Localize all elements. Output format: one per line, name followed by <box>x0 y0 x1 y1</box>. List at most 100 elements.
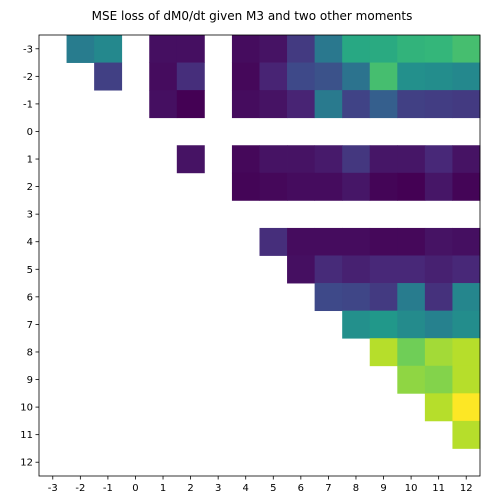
heatmap-cell <box>287 35 316 63</box>
heatmap-cell <box>369 62 398 91</box>
x-tick-label: 2 <box>187 483 193 494</box>
heatmap-cell <box>397 172 426 201</box>
heatmap-cell <box>287 172 316 201</box>
x-axis-ticks: -3 -2 -1 0 1 2 3 4 5 6 7 8 9 10 11 12 <box>48 476 473 494</box>
heatmap-cell <box>369 90 398 119</box>
heatmap-cell <box>397 145 426 174</box>
y-tick-label: -2 <box>23 72 33 83</box>
heatmap-cell <box>287 255 316 284</box>
heatmap-cell <box>424 145 453 174</box>
heatmap-cell <box>452 62 481 91</box>
heatmap-cell <box>287 90 316 119</box>
heatmap-cell <box>424 338 453 367</box>
heatmap-cell <box>287 62 316 91</box>
heatmap-cell <box>94 62 123 91</box>
heatmap-cell <box>397 62 426 91</box>
heatmap-cell <box>424 393 453 422</box>
y-tick-label: 3 <box>27 210 33 221</box>
heatmap-cell <box>342 90 371 119</box>
heatmap-cell <box>259 172 288 201</box>
heatmap-cell <box>452 145 481 174</box>
heatmap-cell <box>176 62 205 91</box>
y-tick-label: 1 <box>27 155 33 166</box>
x-tick-label: 5 <box>270 483 276 494</box>
heatmap-cell <box>424 365 453 394</box>
heatmap-cell <box>314 90 343 119</box>
heatmap-cell <box>314 255 343 284</box>
y-tick-label: 12 <box>20 458 33 469</box>
heatmap-cell <box>149 35 178 63</box>
heatmap-cell <box>452 90 481 119</box>
heatmap-cell <box>424 172 453 201</box>
heatmap-cell <box>342 145 371 174</box>
y-tick-label: -3 <box>23 44 33 55</box>
heatmap-cell <box>424 90 453 119</box>
heatmap-cell <box>231 90 260 119</box>
heatmap-cell <box>397 35 426 63</box>
heatmap-cell <box>231 172 260 201</box>
heatmap-cell <box>314 172 343 201</box>
y-tick-label: 2 <box>27 182 33 193</box>
heatmap-cell <box>342 172 371 201</box>
heatmap-cell <box>342 310 371 339</box>
heatmap-cell <box>149 62 178 91</box>
heatmap-cell <box>452 365 481 394</box>
heatmap-cell <box>314 283 343 312</box>
heatmap-cell <box>342 255 371 284</box>
heatmap-cell <box>369 283 398 312</box>
x-tick-label: -2 <box>75 483 85 494</box>
heatmap-cell <box>231 62 260 91</box>
heatmap-cell <box>314 62 343 91</box>
heatmap-cell <box>287 145 316 174</box>
heatmap-cell <box>176 90 205 119</box>
heatmap-cell <box>231 35 260 63</box>
x-tick-label: 9 <box>380 483 386 494</box>
y-tick-label: 11 <box>20 430 33 441</box>
y-tick-label: 8 <box>27 347 33 358</box>
x-tick-label: 3 <box>215 483 221 494</box>
heatmap-cell <box>259 35 288 63</box>
x-tick-label: 8 <box>353 483 359 494</box>
x-tick-label: 10 <box>405 483 418 494</box>
heatmap-cell <box>397 283 426 312</box>
heatmap-cell <box>424 62 453 91</box>
heatmap-cell <box>452 420 481 449</box>
heatmap-cell <box>424 255 453 284</box>
heatmap-cell <box>259 62 288 91</box>
heatmap-cell <box>176 35 205 63</box>
heatmap-cell <box>397 310 426 339</box>
heatmap-cell <box>342 35 371 63</box>
heatmap-cell <box>314 35 343 63</box>
heatmap-cell <box>452 35 481 63</box>
heatmap-cell <box>369 310 398 339</box>
heatmap-cell <box>424 310 453 339</box>
heatmap-cell <box>314 145 343 174</box>
heatmap-cell <box>369 255 398 284</box>
heatmap-cell <box>231 145 260 174</box>
heatmap-cell <box>94 35 123 63</box>
heatmap-cell <box>424 35 453 63</box>
heatmap-cell <box>369 338 398 367</box>
y-tick-label: 7 <box>27 320 33 331</box>
heatmap-cell <box>66 35 95 63</box>
heatmap-cell <box>452 310 481 339</box>
heatmap-cell <box>342 227 371 256</box>
x-tick-label: 7 <box>325 483 331 494</box>
heatmap-cell <box>452 255 481 284</box>
heatmap-cell <box>452 393 481 422</box>
heatmap-cell <box>259 90 288 119</box>
x-tick-label: 1 <box>160 483 166 494</box>
heatmap-cell <box>452 227 481 256</box>
heatmap-cell <box>369 35 398 63</box>
y-tick-label: 10 <box>20 403 33 414</box>
x-tick-label: 12 <box>460 483 473 494</box>
x-tick-label: -1 <box>103 483 113 494</box>
x-tick-label: -3 <box>48 483 58 494</box>
heatmap-cell <box>314 227 343 256</box>
heatmap-cell <box>397 90 426 119</box>
heatmap-cell <box>397 338 426 367</box>
heatmap-cell <box>176 145 205 174</box>
heatmap-cell <box>369 145 398 174</box>
